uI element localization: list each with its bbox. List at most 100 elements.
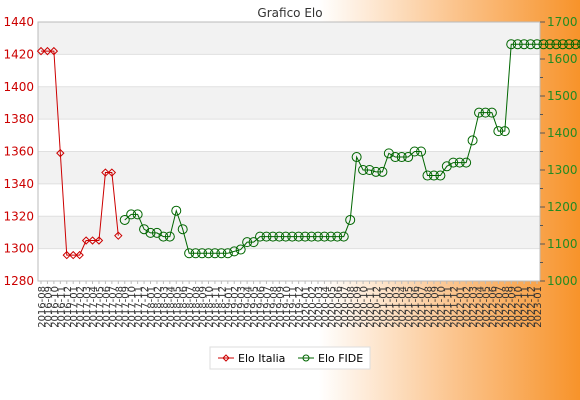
data-point	[332, 231, 343, 242]
data-point	[119, 214, 130, 225]
grid-band	[38, 216, 540, 249]
x-tick-label: 2017-05	[95, 286, 106, 328]
data-point	[312, 231, 323, 242]
x-tick-label: 2020-06	[333, 286, 344, 328]
data-point	[557, 39, 568, 50]
data-point	[370, 166, 381, 177]
data-point	[132, 209, 143, 220]
right-tick-label: 1500	[547, 89, 578, 103]
x-tick-label: 2019-06	[256, 286, 267, 328]
x-tick-label: 2022-01	[456, 286, 467, 328]
left-tick-label: 1360	[3, 145, 34, 159]
data-point	[158, 231, 169, 242]
x-tick-label: 2021-11	[443, 286, 454, 328]
data-point	[564, 39, 575, 50]
x-tick-label: 2022-09	[507, 286, 518, 328]
data-point	[480, 107, 491, 118]
right-tick-label: 1000	[547, 274, 578, 288]
data-point	[75, 250, 84, 260]
x-tick-label: 2016-12	[63, 286, 74, 328]
data-point	[56, 148, 65, 158]
data-point	[396, 152, 407, 163]
plot-area	[37, 21, 541, 282]
data-point	[319, 231, 330, 242]
x-tick-label: 2021-05	[404, 286, 415, 328]
x-tick-label: 2018-01	[147, 286, 158, 328]
x-tick-label: 2020-05	[327, 286, 338, 328]
x-tick-label: 2017-02	[76, 286, 87, 328]
x-tick-label: 2017-03	[82, 286, 93, 328]
data-point	[300, 231, 311, 242]
x-tick-label: 2019-01	[224, 286, 235, 328]
chart-title: Grafico Elo	[257, 6, 322, 20]
left-tick-label: 1440	[3, 15, 34, 29]
x-tick-label: 2016-08	[37, 286, 48, 328]
data-point	[338, 231, 349, 242]
data-point	[435, 170, 446, 181]
grid-band	[38, 151, 540, 184]
data-point	[145, 227, 156, 238]
series-line	[124, 43, 580, 254]
left-tick-label: 1380	[3, 112, 34, 126]
right-tick-label: 1200	[547, 200, 578, 214]
series-elo-italia	[36, 46, 123, 260]
x-tick-label: 2017-12	[140, 286, 151, 328]
x-tick-label: 2017-10	[127, 286, 138, 328]
data-point	[358, 165, 369, 175]
data-point	[88, 236, 97, 245]
data-point	[486, 107, 497, 118]
data-point	[267, 231, 278, 242]
x-tick-label: 2022-08	[501, 286, 512, 328]
x-tick-label: 2021-03	[391, 286, 402, 328]
legend-item: Elo FIDE	[298, 352, 363, 365]
x-tick-label: 2018-12	[217, 286, 228, 328]
x-tick-label: 2019-03	[237, 286, 248, 328]
x-tick-label: 2018-09	[198, 286, 209, 328]
x-tick-label: 2020-11	[366, 286, 377, 328]
x-tick-label: 2016-09	[43, 286, 54, 328]
x-tick-label: 2022-10	[514, 286, 525, 328]
x-tick-label: 2019-10	[282, 286, 293, 328]
x-tick-label: 2021-01	[378, 286, 389, 328]
x-tick-label: 2018-08	[192, 286, 203, 328]
data-point	[390, 152, 401, 163]
data-point	[538, 39, 549, 50]
x-tick-label: 2018-05	[172, 286, 183, 328]
x-tick-label: 2021-06	[411, 286, 422, 328]
data-point	[203, 248, 214, 259]
data-point	[209, 248, 220, 259]
data-point	[49, 46, 59, 56]
data-point	[351, 152, 362, 163]
right-tick-label: 1300	[547, 163, 578, 177]
legend-item: Elo Italia	[218, 352, 285, 365]
x-tick-label: 2017-09	[121, 286, 132, 328]
x-tick-label: 2020-04	[320, 286, 331, 328]
data-point	[428, 170, 439, 181]
x-tick-label: 2019-09	[275, 286, 286, 328]
data-point	[422, 170, 433, 181]
data-point	[551, 39, 562, 50]
left-tick-label: 1300	[3, 242, 34, 256]
data-point	[114, 231, 123, 240]
series-layer	[36, 39, 580, 260]
left-tick-label: 1420	[3, 47, 34, 61]
data-point	[197, 248, 208, 259]
data-point	[43, 46, 52, 56]
x-tick-label: 2017-08	[114, 286, 125, 328]
data-point	[461, 157, 472, 168]
data-point	[62, 250, 71, 260]
data-point	[94, 236, 104, 245]
legend-box	[209, 346, 371, 370]
grid-band	[38, 22, 540, 55]
data-point	[293, 231, 304, 242]
x-tick-label: 2022-04	[475, 286, 486, 328]
right-tick-label: 1600	[547, 52, 578, 66]
data-point	[81, 236, 91, 245]
x-tick-label: 2022-11	[520, 286, 531, 328]
data-point	[306, 231, 317, 242]
x-tick-label: 2019-08	[269, 286, 280, 328]
data-point	[377, 166, 388, 177]
data-point	[499, 126, 510, 137]
x-tick-label: 2020-02	[308, 286, 319, 328]
